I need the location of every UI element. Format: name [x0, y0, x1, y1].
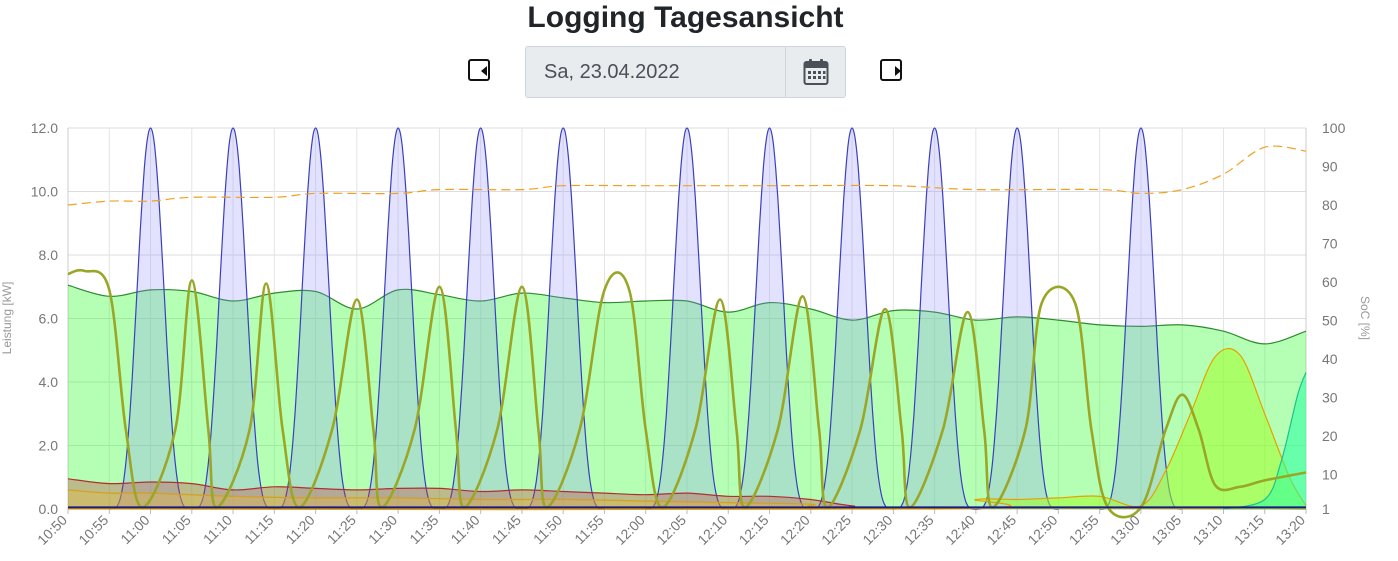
y-axis-right: 1 10 20 30 40 50 60 70 80 90 100: [1322, 120, 1346, 517]
previous-day-button[interactable]: [468, 59, 490, 81]
y-left-tick-label: 12.0: [31, 120, 58, 136]
series-teal_area-line: [1223, 372, 1307, 510]
series-blue_peaks-line: [356, 127, 440, 510]
y-right-tick-label: 80: [1322, 197, 1338, 213]
next-day-button[interactable]: [880, 59, 902, 81]
series-blue_peaks-fill: [645, 128, 729, 509]
series-yellow_area-fill: [68, 348, 1306, 510]
x-tick-label: 11:50: [530, 512, 566, 548]
y-right-tick-label: 1: [1322, 501, 1330, 517]
x-tick-label: 12:55: [1066, 512, 1102, 548]
x-tick-label: 13:10: [1189, 512, 1225, 548]
y-right-tick-label: 20: [1322, 428, 1338, 444]
y-right-tick-label: 50: [1322, 312, 1338, 328]
series-tan_area-fill: [68, 489, 1306, 509]
series-teal_area-fill: [1223, 372, 1306, 509]
y-right-tick-label: 100: [1322, 120, 1346, 136]
series-blue_peaks-line: [274, 127, 357, 510]
x-tick-label: 11:30: [365, 512, 401, 548]
y-right-tick-label: 30: [1322, 389, 1338, 405]
series-yellow_area-line: [67, 347, 1307, 511]
x-tick-label: 10:55: [75, 512, 111, 548]
x-tick-label: 12:35: [901, 512, 937, 548]
x-tick-label: 12:45: [983, 512, 1019, 548]
triangle-left-icon: [481, 66, 487, 76]
series-green_area-fill: [68, 285, 1306, 509]
series-blue_peaks-fill: [521, 128, 605, 509]
y-right-tick-label: 70: [1322, 235, 1338, 251]
x-tick-label: 11:05: [159, 512, 195, 548]
x-tick-label: 12:10: [694, 512, 730, 548]
series-blue_peaks-line: [521, 127, 605, 510]
x-tick-label: 11:00: [117, 512, 153, 548]
x-tick-label: 11:10: [200, 512, 236, 548]
series-blue_peaks-line: [191, 127, 275, 510]
x-tick-label: 11:55: [571, 512, 607, 548]
series-orange_soc-line: [67, 145, 1307, 206]
series-blue_peaks-line: [728, 127, 811, 510]
x-tick-label: 11:25: [324, 512, 360, 548]
date-input[interactable]: [526, 47, 785, 97]
x-tick-label: 12:00: [612, 512, 648, 548]
y-right-tick-label: 10: [1322, 466, 1338, 482]
y-axis-left-title: Leistung [kW]: [0, 282, 14, 355]
page-title: Logging Tagesansicht: [527, 1, 844, 34]
y-left-tick-label: 4.0: [39, 374, 59, 390]
y-right-tick-label: 90: [1322, 158, 1338, 174]
y-left-tick-label: 6.0: [39, 311, 59, 327]
triangle-right-icon: [895, 66, 901, 76]
y-right-tick-label: 60: [1322, 274, 1338, 290]
x-tick-label: 13:20: [1272, 512, 1308, 548]
x-tick-label: 11:35: [406, 512, 442, 548]
calendar-button[interactable]: [785, 47, 845, 97]
chart-series: [67, 127, 1307, 519]
y-left-tick-label: 2.0: [39, 438, 59, 454]
x-tick-label: 12:15: [736, 512, 772, 548]
x-tick-label: 11:20: [282, 512, 318, 548]
x-tick-label: 13:05: [1148, 512, 1184, 548]
series-blue_peaks-line: [975, 127, 1059, 510]
x-tick-label: 10:50: [34, 512, 70, 548]
x-tick-label: 11:15: [241, 512, 277, 548]
y-left-tick-label: 8.0: [39, 247, 59, 263]
y-axis-left: 0.0 2.0 4.0 6.0 8.0 10.0 12.0: [31, 120, 58, 517]
y-right-tick-label: 40: [1322, 351, 1338, 367]
y-left-tick-label: 0.0: [39, 501, 59, 517]
y-axis-right-title: SoC [%]: [1358, 296, 1372, 340]
series-blue_peaks-line: [645, 127, 729, 510]
series-green_area-line: [67, 284, 1307, 345]
calendar-icon: [803, 59, 828, 85]
x-tick-label: 11:40: [447, 512, 483, 548]
x-tick-label: 12:50: [1024, 512, 1060, 548]
series-blue_peaks-line: [439, 127, 522, 510]
x-tick-label: 11:45: [489, 512, 525, 548]
series-blue_peaks-line: [810, 127, 894, 510]
series-olive_osc-line: [67, 268, 1307, 519]
series-red_area-line: [67, 478, 1307, 510]
series-blue_peaks-fill: [893, 128, 976, 509]
series-blue_peaks-line: [109, 127, 192, 510]
x-tick-label: 13:00: [1107, 512, 1143, 548]
power-soc-chart: 0.0 2.0 4.0 6.0 8.0 10.0 12.0 1 10 20 30 40 50 60 70 8…: [0, 120, 1372, 548]
x-tick-label: 13:15: [1231, 512, 1267, 548]
x-tick-label: 12:05: [653, 512, 689, 548]
chart-grid: [67, 127, 1307, 514]
x-tick-label: 12:40: [942, 512, 978, 548]
x-tick-label: 12:25: [818, 512, 854, 548]
date-picker: [525, 46, 846, 98]
x-tick-label: 12:30: [859, 512, 895, 548]
series-blue_peaks-fill: [274, 128, 357, 509]
x-tick-label: 12:20: [777, 512, 813, 548]
y-left-tick-label: 10.0: [31, 184, 58, 200]
series-blue_peaks-line: [893, 127, 976, 510]
